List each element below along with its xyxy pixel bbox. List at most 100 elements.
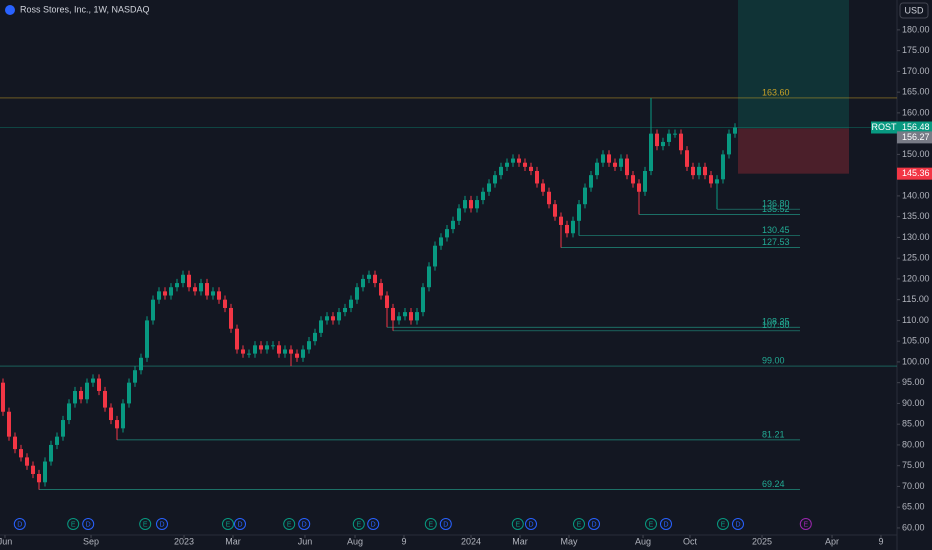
- event-marker[interactable]: [439, 518, 452, 530]
- event-marker[interactable]: [511, 518, 524, 530]
- candle-body: [439, 237, 443, 246]
- candle-body: [205, 283, 209, 296]
- event-marker[interactable]: [67, 518, 80, 530]
- event-label[interactable]: E: [803, 521, 808, 528]
- event-label[interactable]: D: [159, 521, 164, 528]
- candle-body: [247, 353, 251, 355]
- candle-body: [55, 436, 59, 445]
- candle-body: [91, 378, 95, 383]
- candle-body: [547, 191, 551, 205]
- candle-body: [301, 349, 305, 358]
- candle-body: [145, 320, 149, 358]
- candle-body: [163, 291, 167, 296]
- y-tick-label: 75.00: [902, 460, 925, 470]
- event-label[interactable]: D: [17, 521, 22, 528]
- level-label: 136.80: [762, 199, 790, 209]
- x-tick-label: May: [560, 536, 578, 546]
- candle-body: [265, 345, 269, 350]
- candle-body: [541, 183, 545, 192]
- candle-body: [649, 133, 653, 172]
- event-marker[interactable]: [660, 518, 672, 530]
- event-marker[interactable]: [156, 518, 168, 530]
- x-tick-label: Aug: [635, 536, 651, 546]
- last-price-label: 156.48: [902, 122, 930, 132]
- candle-body: [589, 175, 593, 188]
- x-tick-label: Mar: [225, 536, 241, 546]
- event-marker[interactable]: [139, 518, 152, 530]
- event-marker[interactable]: [525, 518, 537, 530]
- candle-body: [409, 312, 413, 321]
- y-tick-label: 175.00: [902, 45, 930, 55]
- event-label[interactable]: D: [86, 521, 91, 528]
- x-tick-label: Jun: [298, 536, 313, 546]
- candle-body: [661, 141, 665, 147]
- event-label[interactable]: D: [591, 521, 596, 528]
- candle-body: [373, 274, 377, 284]
- candle-body: [601, 154, 605, 163]
- event-label[interactable]: D: [735, 521, 740, 528]
- candle-body: [271, 345, 275, 347]
- event-label[interactable]: E: [428, 521, 433, 528]
- event-marker[interactable]: [222, 518, 234, 530]
- event-label[interactable]: D: [528, 521, 533, 528]
- x-tick-label: Aug: [347, 536, 363, 546]
- candle-body: [475, 200, 479, 209]
- candle-body: [355, 287, 359, 300]
- event-marker[interactable]: [645, 518, 657, 530]
- candle-body: [571, 220, 575, 234]
- event-marker[interactable]: [13, 518, 26, 530]
- event-label[interactable]: E: [143, 521, 148, 528]
- candle-body: [457, 208, 461, 221]
- candle-body: [85, 382, 89, 400]
- event-marker[interactable]: [588, 518, 600, 530]
- candle-body: [667, 133, 671, 142]
- event-marker[interactable]: [424, 518, 437, 530]
- candle-body: [583, 187, 587, 205]
- event-label[interactable]: E: [287, 521, 292, 528]
- y-tick-label: 140.00: [902, 190, 930, 200]
- event-label[interactable]: E: [226, 521, 231, 528]
- event-marker[interactable]: [717, 518, 729, 530]
- candle-body: [121, 403, 125, 429]
- event-marker[interactable]: [234, 518, 246, 530]
- event-label[interactable]: E: [71, 521, 76, 528]
- currency[interactable]: USD: [904, 5, 924, 15]
- event-marker[interactable]: [298, 518, 311, 530]
- event-marker[interactable]: [799, 518, 812, 530]
- candle-body: [703, 166, 707, 176]
- candle-body: [391, 307, 395, 321]
- candle-body: [25, 457, 29, 466]
- logo: [5, 5, 15, 15]
- candle-body: [403, 312, 407, 317]
- event-label[interactable]: D: [237, 521, 242, 528]
- candle-body: [79, 390, 83, 400]
- candle-body: [655, 133, 659, 147]
- candle-body: [67, 403, 71, 421]
- event-label[interactable]: E: [356, 521, 361, 528]
- y-tick-label: 105.00: [902, 336, 930, 346]
- symbol-label: ROST: [871, 122, 897, 132]
- event-marker[interactable]: [732, 518, 744, 530]
- currency-button[interactable]: [899, 2, 929, 19]
- last-price-tag: [897, 121, 932, 134]
- event-label[interactable]: D: [371, 521, 376, 528]
- event-label[interactable]: E: [649, 521, 654, 528]
- event-marker[interactable]: [573, 518, 585, 530]
- event-marker[interactable]: [283, 518, 296, 530]
- event-label[interactable]: E: [577, 521, 582, 528]
- event-label[interactable]: E: [515, 521, 520, 528]
- x-tick-label: 2023: [174, 536, 194, 546]
- event-marker[interactable]: [352, 518, 365, 530]
- candle-body: [727, 133, 731, 155]
- event-label[interactable]: E: [721, 521, 726, 528]
- candle-body: [529, 166, 533, 172]
- event-marker[interactable]: [367, 518, 380, 530]
- event-label[interactable]: D: [302, 521, 307, 528]
- event-label[interactable]: D: [443, 521, 448, 528]
- x-tick-label: 2025: [752, 536, 772, 546]
- stop-label: 145.36: [902, 168, 930, 178]
- event-marker[interactable]: [82, 518, 95, 530]
- candle-body: [169, 287, 173, 296]
- event-label[interactable]: D: [663, 521, 668, 528]
- y-tick-label: 70.00: [902, 481, 925, 491]
